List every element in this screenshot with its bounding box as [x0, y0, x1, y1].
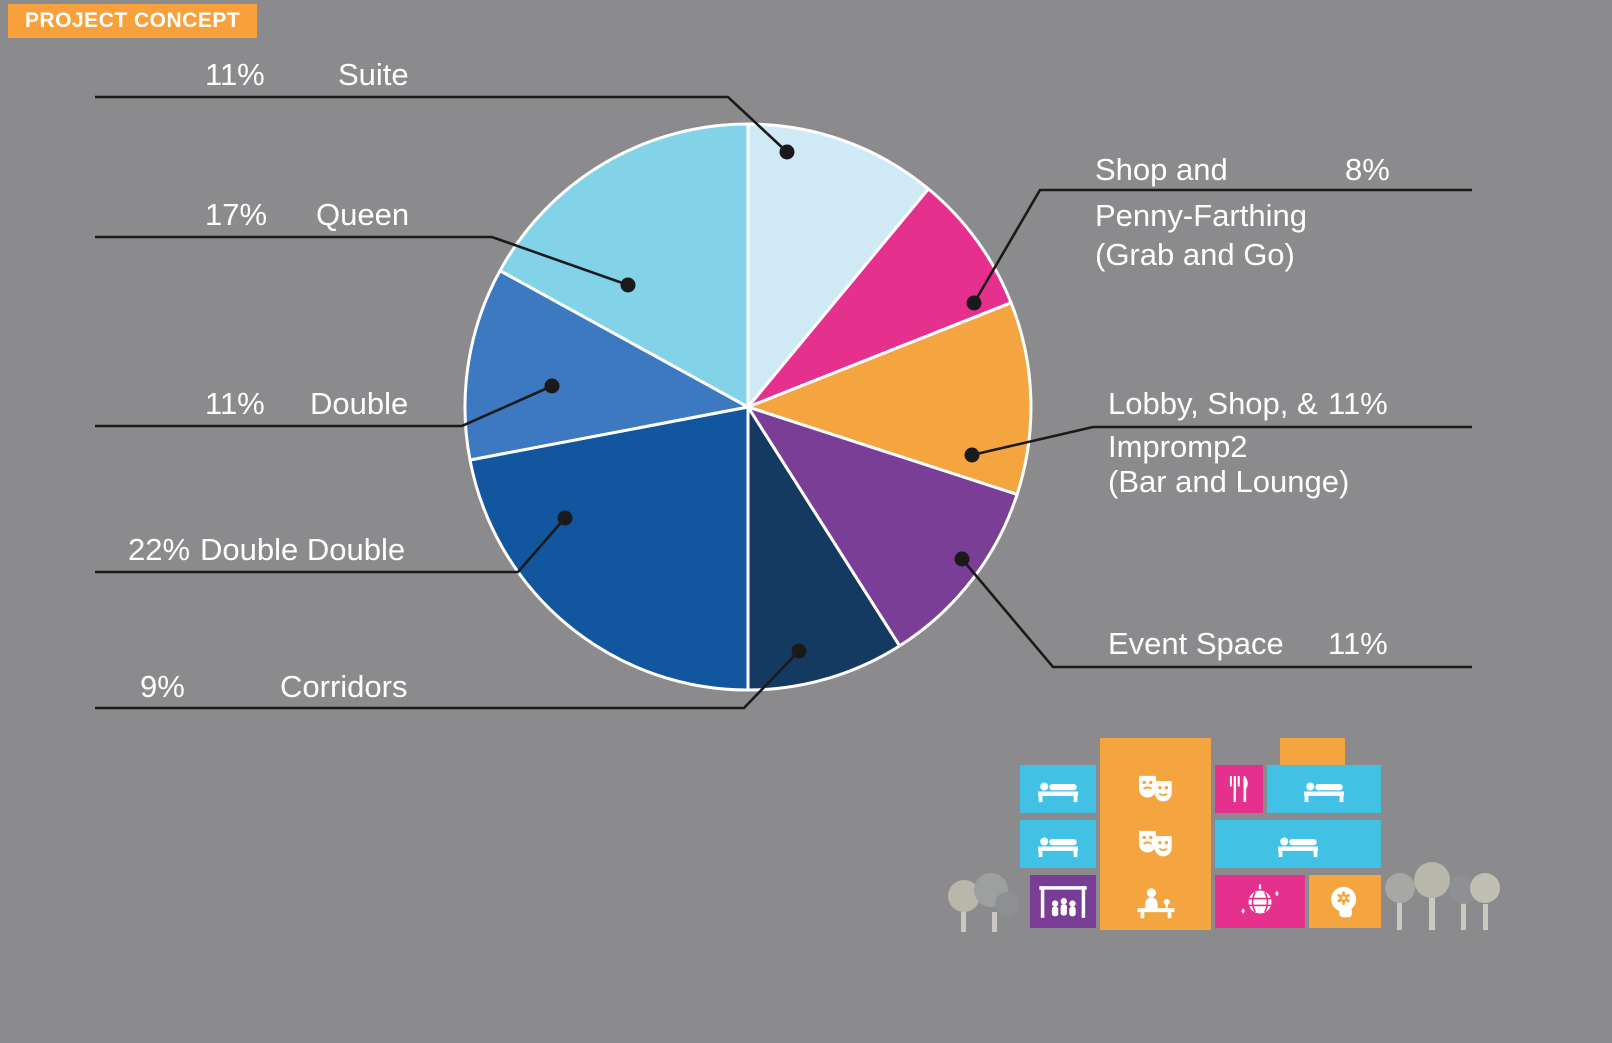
- bed-icon: [1304, 782, 1344, 803]
- building-illustration: [945, 738, 1500, 934]
- pie-slice-queen: [498, 122, 750, 409]
- pie-slice-suite: [746, 122, 930, 409]
- pie-slice-double-double: [468, 405, 750, 692]
- leader-dot-corridors: [791, 643, 807, 659]
- label-double-double-name: Double Double: [200, 532, 406, 567]
- leader-dot-double-double: [557, 510, 573, 526]
- label-shop-line2: Penny-Farthing: [1095, 198, 1307, 233]
- pie-slices: [463, 122, 1033, 692]
- roof-block: [1280, 738, 1345, 765]
- event-stage-block: [1030, 875, 1096, 928]
- pie-slice-double: [463, 269, 750, 462]
- project-concept-badge: PROJECT CONCEPT: [8, 4, 258, 38]
- leader-lines: [95, 95, 1472, 710]
- tower-row-2: [1100, 820, 1211, 868]
- label-double-name: Double: [310, 386, 409, 421]
- dining-block: [1215, 765, 1263, 813]
- pie-slice-corridors: [746, 405, 902, 692]
- leader-line-lobby-impromp2: [971, 425, 1472, 457]
- leader-dot-event-space: [954, 551, 970, 567]
- mind-block: [1309, 875, 1381, 928]
- pie-slice-event-space: [746, 405, 1019, 648]
- leader-line-suite: [95, 95, 788, 153]
- label-lobby-pct: 11%: [1328, 386, 1388, 421]
- label-lobby-line1: Lobby, Shop, &: [1108, 386, 1318, 421]
- label-lobby-line3: (Bar and Lounge): [1108, 464, 1350, 499]
- label-corridors-pct: 9%: [140, 669, 185, 704]
- label-lobby-line2: Impromp2: [1108, 429, 1248, 464]
- pie-slice-lobby-shop-impromp2-bar-and-lounge: [746, 301, 1033, 496]
- trees-left-icon: [948, 873, 1019, 932]
- label-double-double-pct: 22%: [128, 532, 191, 567]
- guest-room-block: [1267, 765, 1381, 813]
- tower-row-1: [1100, 765, 1211, 813]
- mind-gear-icon: [1331, 886, 1357, 917]
- leader-line-double: [95, 384, 553, 428]
- theater-masks-icon: [1138, 830, 1172, 857]
- label-shop-line3: (Grab and Go): [1095, 237, 1295, 272]
- label-double-pct: 11%: [205, 386, 265, 421]
- leader-line-corridors: [95, 650, 800, 710]
- label-event-space-name: Event Space: [1108, 626, 1284, 661]
- leader-line-event-space: [961, 558, 1472, 669]
- guest-room-block: [1215, 820, 1381, 868]
- leader-dot-suite: [779, 144, 795, 160]
- guest-room-block: [1020, 765, 1096, 813]
- bed-icon: [1038, 837, 1078, 858]
- pie-slice-shop-and-penny-farthing-grab-and-go: [746, 187, 1013, 409]
- trees-right-icon: [1385, 862, 1500, 930]
- label-shop-pct: 8%: [1345, 152, 1390, 187]
- guest-room-block: [1020, 820, 1096, 868]
- leader-dot-double: [544, 378, 560, 394]
- leader-dot-lobby-impromp2: [964, 447, 980, 463]
- leader-line-shop-penny-farthing: [972, 188, 1472, 304]
- utensils-icon: [1229, 776, 1248, 802]
- leader-line-double-double: [95, 517, 566, 574]
- disco-ball-icon: [1241, 883, 1279, 914]
- label-event-space-pct: 11%: [1328, 626, 1388, 661]
- label-suite-pct: 11%: [205, 57, 265, 92]
- leader-line-queen: [95, 235, 629, 287]
- bed-icon: [1038, 782, 1078, 803]
- label-suite-name: Suite: [338, 57, 409, 92]
- tower-row-3: [1100, 875, 1211, 928]
- leader-dot-shop-penny-farthing: [966, 295, 982, 311]
- bed-icon: [1278, 837, 1318, 858]
- hotel-tower-block: [1100, 738, 1211, 930]
- bar-lounge-block: [1215, 875, 1305, 928]
- theater-masks-icon: [1138, 775, 1172, 802]
- stage-icon: [1039, 885, 1087, 918]
- label-queen-pct: 17%: [205, 197, 268, 232]
- label-queen-name: Queen: [316, 197, 410, 232]
- leader-dot-queen: [620, 277, 636, 293]
- reception-desk-icon: [1137, 887, 1174, 918]
- label-shop-line1: Shop and: [1095, 152, 1228, 187]
- label-corridors-name: Corridors: [280, 669, 408, 704]
